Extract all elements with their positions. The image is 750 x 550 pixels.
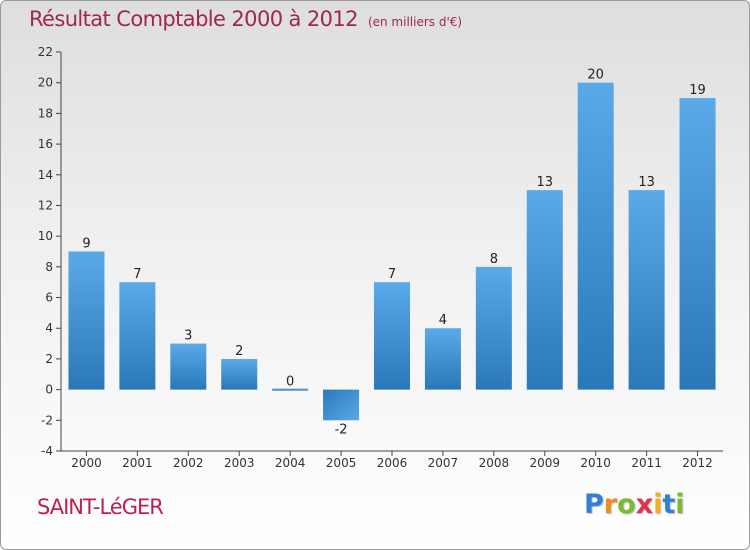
x-tick-label: 2005 — [326, 456, 357, 470]
bar — [374, 282, 410, 390]
x-tick-label: 2000 — [71, 456, 102, 470]
chart-title-block: Résultat Comptable 2000 à 2012 (en millie… — [29, 7, 462, 31]
proxiti-logo: Proxiti — [584, 489, 685, 520]
data-label: 19 — [689, 83, 706, 98]
y-tick-label: 16 — [38, 137, 53, 151]
data-label: 20 — [587, 68, 604, 83]
x-tick-label: 2011 — [631, 456, 662, 470]
data-label: 13 — [536, 175, 553, 190]
bar — [272, 388, 309, 391]
data-label: 9 — [82, 237, 90, 252]
bar — [526, 190, 563, 390]
y-tick-label: 0 — [45, 383, 53, 397]
logo-letter: x — [635, 489, 654, 520]
bar — [323, 389, 360, 421]
logo-letter: r — [603, 489, 618, 520]
logo-letter: t — [662, 489, 676, 520]
data-label: 3 — [184, 329, 192, 344]
x-tick-label: 2008 — [479, 456, 510, 470]
bar — [679, 98, 716, 390]
x-tick-label: 2004 — [275, 456, 306, 470]
x-tick-label: 2002 — [173, 456, 204, 470]
bar — [475, 266, 512, 390]
bar — [221, 358, 258, 390]
chart-subtitle: (en milliers d'€) — [367, 15, 463, 29]
x-tick-label: 2009 — [529, 456, 560, 470]
data-label: 7 — [133, 267, 141, 282]
bar — [170, 343, 207, 390]
bar — [628, 190, 665, 390]
logo-letter: o — [617, 489, 636, 520]
data-label: 4 — [439, 313, 447, 328]
logo-letter: i — [675, 489, 685, 520]
y-tick-label: 6 — [45, 291, 53, 305]
y-tick-label: 18 — [38, 106, 53, 120]
logo-letter: i — [653, 489, 663, 520]
y-tick-label: 8 — [45, 260, 53, 274]
data-label: 2 — [235, 344, 243, 359]
y-tick-label: -4 — [41, 444, 53, 458]
data-label: 8 — [490, 252, 498, 267]
data-label: 0 — [286, 375, 294, 390]
y-tick-label: 22 — [38, 45, 53, 59]
y-tick-label: 2 — [45, 352, 53, 366]
chart-title: Résultat Comptable 2000 à 2012 — [29, 7, 359, 31]
y-tick-label: -2 — [41, 413, 53, 427]
commune-name: SAINT-LéGER — [37, 495, 164, 519]
x-tick-label: 2007 — [428, 456, 459, 470]
data-label: 13 — [638, 175, 655, 190]
y-tick-label: 20 — [38, 76, 53, 90]
x-tick-label: 2003 — [224, 456, 255, 470]
y-tick-label: 12 — [38, 198, 53, 212]
bar — [68, 251, 105, 390]
y-tick-label: 10 — [38, 229, 53, 243]
logo-letter: P — [584, 489, 604, 520]
x-tick-label: 2010 — [580, 456, 611, 470]
bar — [119, 282, 156, 390]
x-tick-label: 2012 — [682, 456, 713, 470]
bar — [424, 328, 461, 390]
y-tick-label: 4 — [45, 321, 53, 335]
data-label: 7 — [388, 267, 396, 282]
data-label: -2 — [335, 422, 348, 437]
x-tick-label: 2001 — [122, 456, 153, 470]
x-tick-label: 2006 — [377, 456, 408, 470]
y-tick-label: 14 — [38, 168, 53, 182]
bar — [577, 82, 614, 390]
